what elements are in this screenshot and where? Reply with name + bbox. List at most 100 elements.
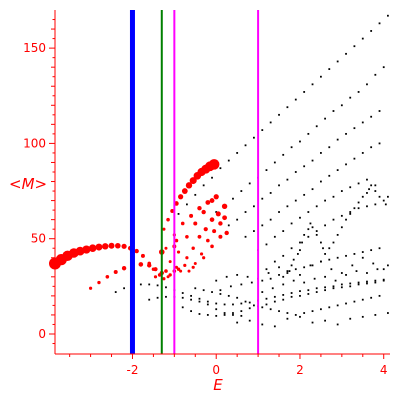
data-point-black bbox=[378, 294, 381, 297]
data-point-black bbox=[282, 254, 285, 257]
data-point-red bbox=[166, 275, 170, 279]
data-point-black bbox=[282, 153, 285, 156]
data-point-black bbox=[198, 300, 201, 303]
data-point-black bbox=[324, 117, 326, 120]
data-point-black bbox=[303, 193, 306, 196]
data-point-red bbox=[88, 244, 97, 253]
data-point-black bbox=[353, 157, 356, 160]
data-point-black bbox=[246, 275, 249, 278]
data-point-black bbox=[345, 302, 347, 305]
data-point-black bbox=[361, 37, 364, 40]
data-point-black bbox=[219, 289, 222, 292]
data-point-black bbox=[382, 199, 385, 202]
data-point-black bbox=[269, 308, 272, 311]
data-point-red bbox=[140, 253, 145, 258]
data-point-black bbox=[357, 207, 360, 210]
y-axis-title: <M> bbox=[9, 175, 47, 193]
data-point-black bbox=[299, 290, 301, 293]
data-point-black bbox=[315, 230, 318, 232]
data-point-red bbox=[88, 286, 93, 290]
data-point-black bbox=[202, 289, 205, 292]
data-point-black bbox=[357, 281, 360, 284]
data-point-black bbox=[349, 213, 352, 215]
data-point-red bbox=[205, 200, 211, 205]
data-point-black bbox=[278, 310, 280, 313]
data-point-black bbox=[223, 314, 226, 316]
data-point-red bbox=[168, 273, 172, 277]
data-point-red bbox=[153, 275, 158, 279]
data-point-black bbox=[299, 216, 301, 219]
data-point-black bbox=[351, 264, 354, 267]
data-point-black bbox=[315, 291, 318, 293]
data-point-black bbox=[303, 165, 306, 168]
data-point-red bbox=[82, 245, 91, 254]
data-point-black bbox=[294, 171, 297, 173]
data-point-red bbox=[193, 221, 198, 226]
x-tick-label: 4 bbox=[380, 363, 388, 377]
data-point-black bbox=[261, 323, 264, 326]
data-point-black bbox=[198, 297, 201, 300]
data-point-black bbox=[324, 275, 326, 278]
x-axis-title: E bbox=[213, 376, 223, 394]
data-point-black bbox=[349, 186, 352, 189]
data-point-black bbox=[265, 268, 268, 271]
data-point-black bbox=[229, 285, 232, 288]
data-point-black bbox=[320, 260, 322, 263]
data-point-black bbox=[340, 214, 343, 217]
data-point-black bbox=[282, 275, 285, 278]
data-point-black bbox=[340, 286, 343, 289]
data-point-black bbox=[198, 313, 201, 315]
data-point-black bbox=[292, 279, 295, 282]
data-point-black bbox=[278, 211, 280, 213]
data-point-red bbox=[115, 242, 121, 249]
data-point-black bbox=[315, 287, 318, 290]
data-point-black bbox=[336, 256, 339, 259]
data-point-black bbox=[261, 197, 264, 200]
data-point-black bbox=[374, 184, 377, 187]
data-point-black bbox=[307, 289, 310, 292]
data-point-black bbox=[324, 253, 326, 255]
data-point-black bbox=[282, 298, 285, 301]
data-point-black bbox=[307, 235, 310, 238]
data-point-black bbox=[340, 190, 343, 192]
data-point-black bbox=[223, 303, 226, 306]
data-point-black bbox=[382, 278, 385, 281]
data-point-black bbox=[240, 314, 243, 317]
data-point-black bbox=[261, 129, 264, 131]
data-point-black bbox=[278, 274, 280, 276]
data-point-red bbox=[221, 203, 228, 209]
data-point-black bbox=[361, 315, 364, 318]
data-point-black bbox=[320, 180, 322, 183]
data-point-black bbox=[232, 314, 234, 316]
data-point-black bbox=[336, 304, 339, 307]
data-point-black bbox=[265, 243, 268, 246]
data-point-black bbox=[332, 287, 335, 290]
data-point-black bbox=[353, 253, 356, 255]
data-point-red bbox=[189, 213, 194, 218]
data-point-red bbox=[147, 263, 152, 268]
data-point-black bbox=[211, 176, 213, 179]
data-point-red bbox=[176, 250, 181, 254]
data-point-black bbox=[299, 274, 301, 276]
data-point-black bbox=[181, 292, 184, 294]
data-point-red bbox=[209, 198, 215, 203]
y-tick-label: 150 bbox=[23, 41, 46, 55]
data-point-black bbox=[374, 281, 377, 284]
data-point-black bbox=[236, 218, 239, 221]
data-point-black bbox=[311, 188, 314, 191]
data-point-black bbox=[336, 323, 339, 326]
data-point-black bbox=[320, 241, 322, 244]
data-point-red bbox=[191, 246, 195, 250]
data-point-black bbox=[248, 307, 251, 310]
data-point-black bbox=[273, 260, 276, 263]
data-point-black bbox=[357, 182, 360, 185]
data-point-black bbox=[253, 205, 255, 208]
data-point-red bbox=[203, 227, 208, 232]
data-point-black bbox=[353, 207, 356, 210]
data-point-black bbox=[320, 308, 322, 311]
data-point-black bbox=[353, 127, 356, 130]
data-point-black bbox=[286, 312, 289, 314]
data-point-black bbox=[273, 295, 276, 298]
data-point-black bbox=[299, 140, 301, 143]
data-point-black bbox=[244, 211, 247, 213]
